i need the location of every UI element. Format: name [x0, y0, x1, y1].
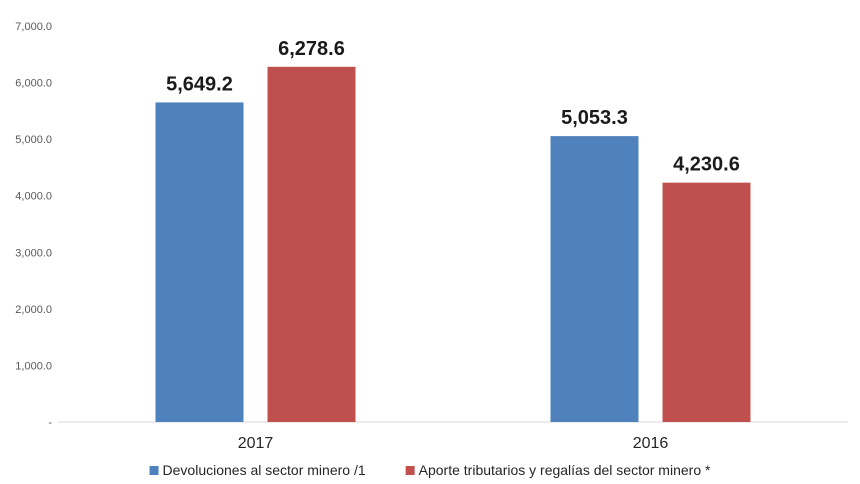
y-tick-label: -: [48, 417, 52, 429]
legend-label: Aporte tributarios y regalías del sector…: [419, 462, 711, 478]
bar-2017-series-2: [268, 67, 356, 422]
legend-swatch: [406, 466, 415, 475]
legend-label: Devoluciones al sector minero /1: [163, 462, 366, 478]
y-tick-label: 5,000.0: [15, 134, 52, 146]
legend-item: Aporte tributarios y regalías del sector…: [406, 462, 711, 478]
y-tick-label: 7,000.0: [15, 21, 52, 33]
data-label: 6,278.6: [278, 38, 345, 60]
y-tick-label: 4,000.0: [15, 191, 52, 203]
data-label: 5,053.3: [561, 107, 628, 129]
x-tick-label: 2016: [633, 435, 669, 452]
bar-2017-series-1: [156, 102, 244, 422]
bar-2016-series-1: [551, 136, 639, 422]
bar-2016-series-2: [663, 183, 751, 422]
y-tick-label: 2,000.0: [15, 304, 52, 316]
data-label: 5,649.2: [166, 73, 233, 95]
legend-item: Devoluciones al sector minero /1: [150, 462, 366, 478]
x-axis: 2017 2016: [238, 435, 669, 452]
y-tick-label: 1,000.0: [15, 360, 52, 372]
data-label: 4,230.6: [673, 154, 740, 176]
legend: Devoluciones al sector minero /1 Aporte t…: [150, 462, 711, 478]
legend-swatch: [150, 466, 159, 475]
x-tick-label: 2017: [238, 435, 274, 452]
y-axis: - 1,000.0 2,000.0 3,000.0 4,000.0 5,000.0 6,00…: [15, 21, 52, 429]
y-tick-label: 3,000.0: [15, 247, 52, 259]
y-tick-label: 6,000.0: [15, 78, 52, 90]
bars: 5,649.2 6,278.6 5,053.3 4,230.6: [156, 38, 751, 422]
